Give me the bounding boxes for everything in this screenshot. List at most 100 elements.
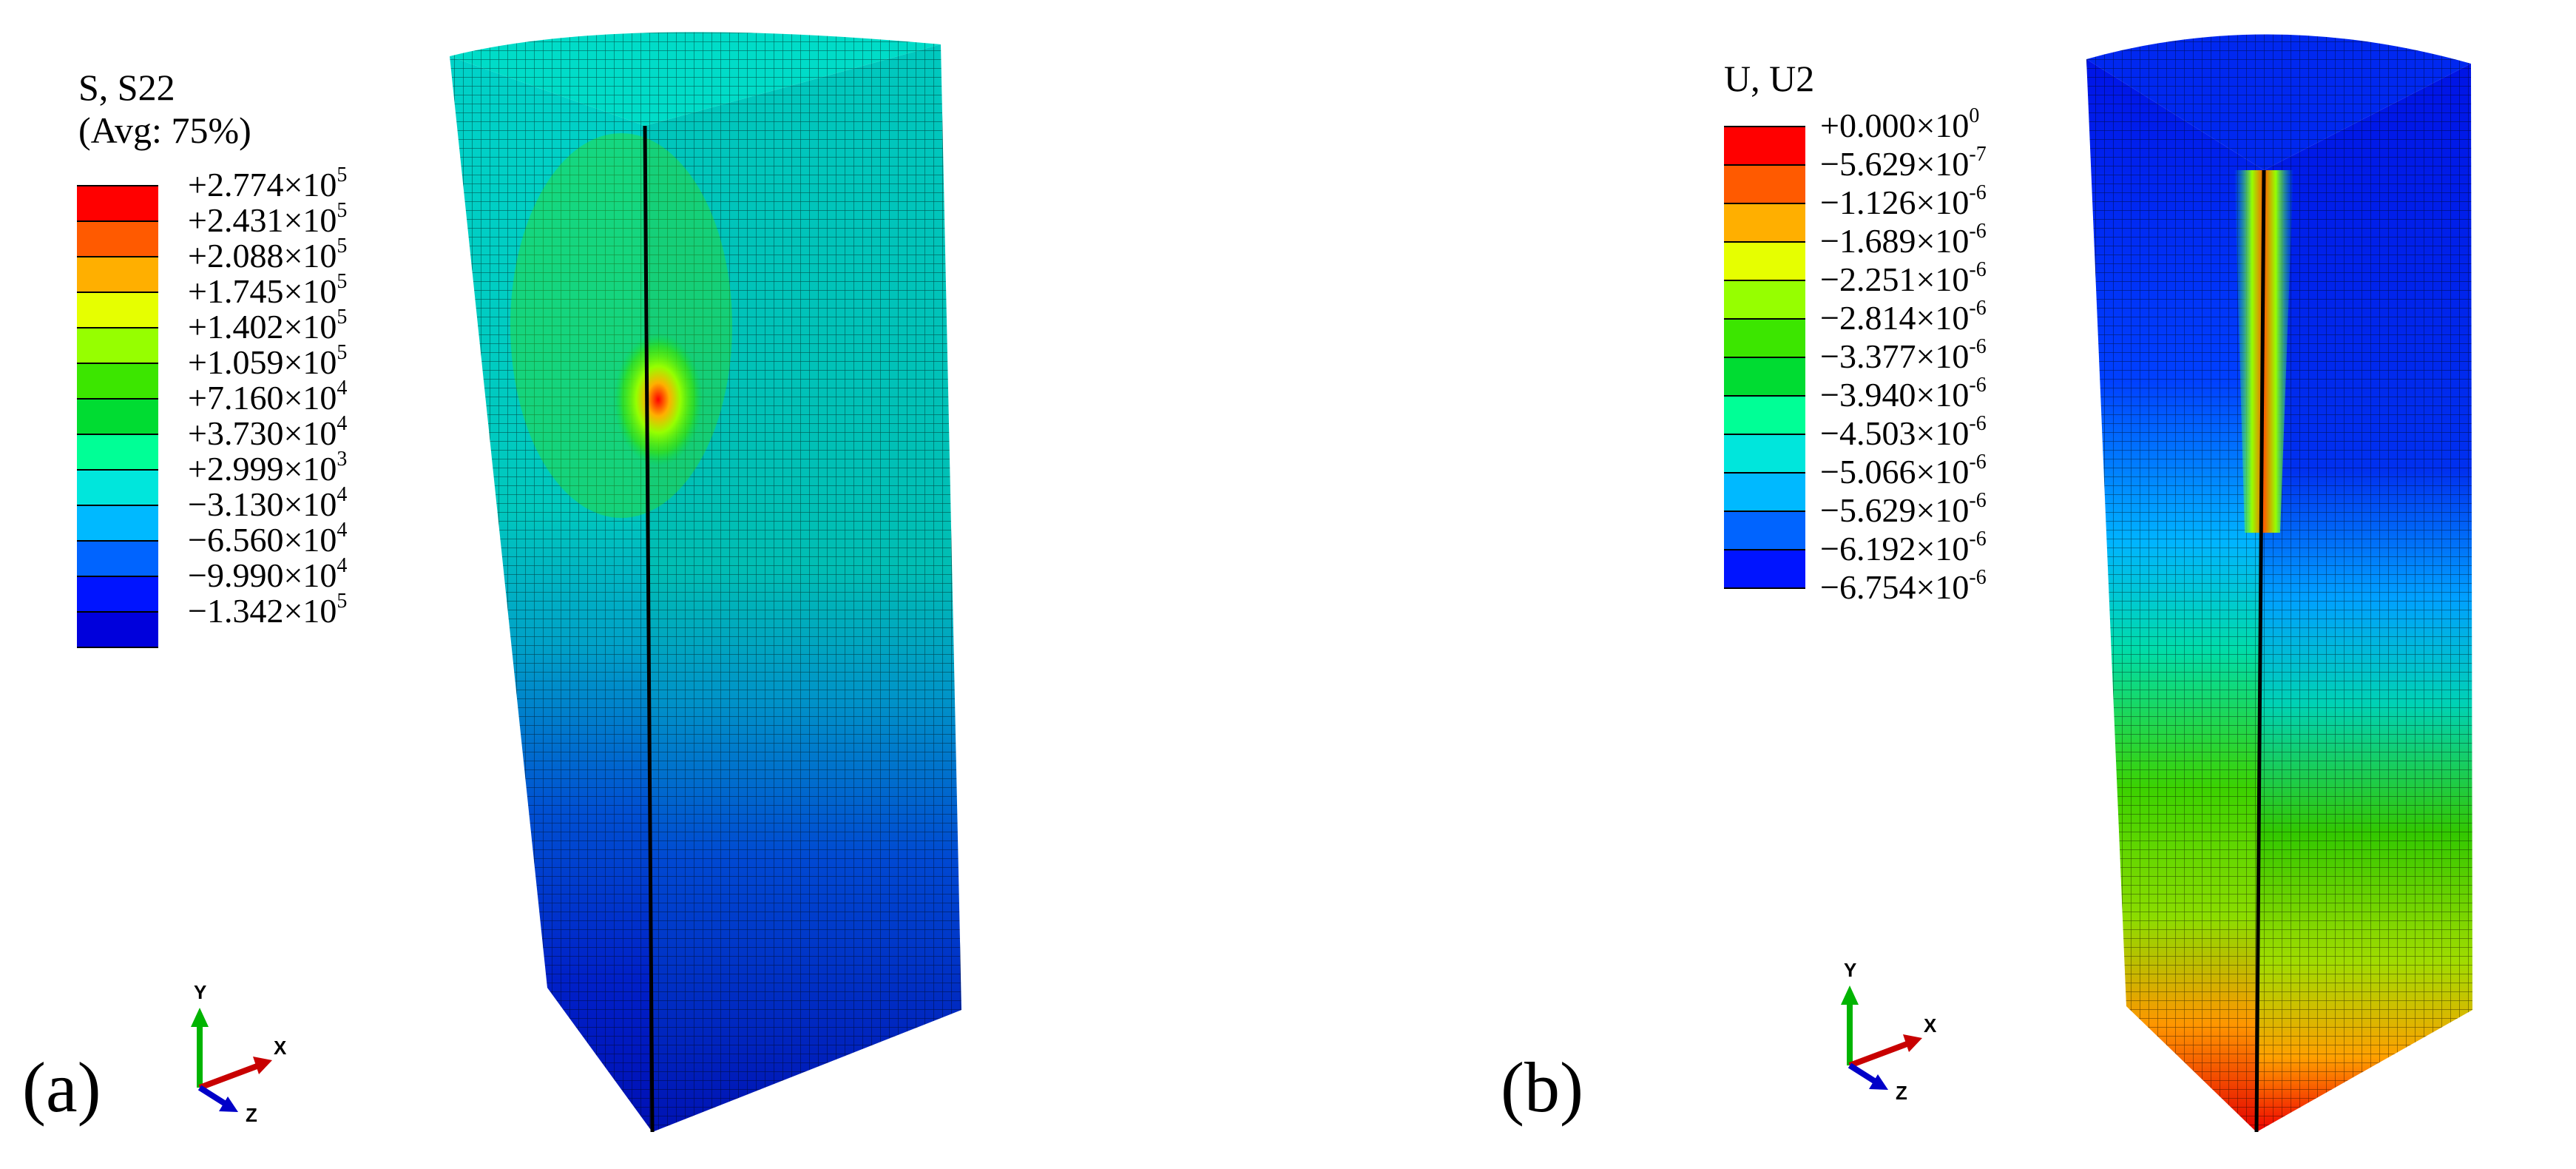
legend-swatch [1724, 357, 1805, 395]
legend-swatch [1724, 395, 1805, 434]
tick-exponent: 5 [337, 590, 348, 613]
legend-swatch [1724, 434, 1805, 472]
legend-tick-label: −2.251×10-6 [1820, 258, 1987, 298]
tick-exponent: 4 [337, 377, 348, 400]
legend-tick-label: −3.377×10-6 [1820, 335, 1987, 375]
legend-tick-label: −4.503×10-6 [1820, 414, 1987, 452]
legend-swatch [77, 611, 158, 647]
legend-tick-label: +2.088×105 [188, 235, 348, 274]
legend-tick-label: −6.192×10-6 [1820, 528, 1987, 567]
model-a-quarter-cylinder-s22 [450, 32, 961, 1133]
tick-exponent: -6 [1969, 220, 1987, 243]
legend-tick-label: −1.126×10-6 [1820, 181, 1987, 221]
tick-mantissa: +3.730×10 [188, 414, 337, 452]
legend-tick-label: +2.999×103 [188, 448, 348, 488]
model-a-stress-hotspot [614, 333, 703, 466]
legend-swatch [1724, 164, 1805, 203]
tick-exponent: 3 [337, 448, 348, 471]
legend-swatch [1724, 203, 1805, 241]
legend-tick-label: +2.774×105 [188, 164, 348, 203]
triad-b-x-axis [1848, 1040, 1910, 1068]
legend-swatch [77, 256, 158, 292]
tick-exponent: -6 [1969, 451, 1987, 474]
triad-b-y-label: Y [1844, 959, 1856, 981]
tick-exponent: 5 [337, 235, 348, 257]
legend-swatch [1724, 126, 1805, 164]
legend-a-title-variable: S, S22 [78, 67, 175, 108]
legend-tick-label: −3.130×104 [188, 483, 348, 523]
tick-exponent: -6 [1969, 258, 1987, 281]
legend-tick-label: −2.814×10-6 [1820, 297, 1987, 337]
legend-swatch [77, 505, 158, 540]
tick-mantissa: −2.814×10 [1820, 299, 1970, 337]
tick-exponent: 5 [337, 306, 348, 329]
tick-mantissa: −2.251×10 [1820, 260, 1970, 298]
panel-a-stress-contour: S, S22 (Avg: 75%) +2.774×105 +2.431×105 +2… [22, 32, 961, 1133]
tick-mantissa: +2.088×10 [188, 237, 337, 274]
triad-a-x-axis [198, 1062, 260, 1091]
tick-exponent: -6 [1969, 528, 1987, 550]
triad-a-x-label: X [274, 1037, 287, 1059]
tick-exponent: 4 [337, 519, 348, 542]
legend-tick-label: +2.431×105 [188, 199, 348, 239]
tick-mantissa: −5.629×10 [1820, 145, 1970, 183]
legend-tick-label: −6.560×104 [188, 519, 348, 559]
legend-tick-label: −5.629×10-7 [1820, 143, 1987, 183]
triad-b-z-axis [1848, 1062, 1880, 1086]
tick-mantissa: +1.745×10 [188, 272, 337, 310]
tick-mantissa: +7.160×10 [188, 379, 337, 417]
legend-tick-label: +3.730×104 [188, 412, 348, 452]
legend-tick-label: −1.342×105 [188, 590, 348, 630]
tick-exponent: 0 [1969, 104, 1980, 127]
tick-exponent: 4 [337, 412, 348, 435]
tick-exponent: -6 [1969, 181, 1987, 204]
legend-swatch [77, 220, 158, 256]
legend-tick-label: −6.754×10-6 [1820, 566, 1987, 606]
tick-exponent: -6 [1969, 335, 1987, 358]
tick-exponent: 5 [337, 341, 348, 364]
legend-b-color-scale: +0.000×100 −5.629×10-7 −1.126×10-6 −1.689×1… [1724, 106, 2079, 614]
tick-mantissa: −1.126×10 [1820, 183, 1970, 221]
tick-exponent: 4 [337, 483, 348, 506]
legend-a-color-scale: +2.774×105 +2.431×105 +2.088×105 +1.745×105… [77, 165, 417, 673]
axis-triad-b: Y X Z [1841, 959, 1937, 1102]
legend-tick-label: −9.990×104 [188, 554, 348, 594]
model-b-quarter-cylinder-u2 [2086, 34, 2472, 1133]
triad-a-y-label: Y [194, 981, 206, 1003]
tick-mantissa: +0.000×10 [1820, 107, 1970, 144]
legend-tick-label: +0.000×100 [1820, 104, 1980, 144]
legend-swatch [77, 469, 158, 505]
tick-exponent: -6 [1969, 489, 1987, 512]
legend-swatch [77, 363, 158, 398]
tick-mantissa: −3.377×10 [1820, 337, 1970, 375]
legend-swatch [77, 398, 158, 434]
legend-swatch [77, 292, 158, 327]
tick-exponent: 5 [337, 199, 348, 222]
tick-exponent: -7 [1969, 143, 1987, 166]
tick-mantissa: −9.990×10 [188, 556, 337, 594]
tick-mantissa: −1.342×10 [188, 592, 337, 630]
legend-swatch [77, 576, 158, 611]
panel-a-label: (a) [22, 1048, 101, 1127]
legend-tick-label: −5.629×10-6 [1820, 489, 1987, 529]
tick-exponent: -6 [1969, 297, 1987, 320]
tick-mantissa: −4.503×10 [1820, 414, 1970, 452]
legend-tick-label: +1.059×105 [188, 341, 348, 381]
legend-tick-label: −1.689×10-6 [1820, 220, 1987, 260]
legend-tick-label: +7.160×104 [188, 377, 348, 417]
tick-exponent: 5 [337, 164, 348, 186]
legend-b-title-variable: U, U2 [1724, 58, 1815, 99]
legend-a-title-averaging: (Avg: 75%) [78, 110, 251, 151]
legend-tick-label: +1.745×105 [188, 272, 347, 310]
legend-swatch [77, 434, 158, 469]
legend-swatch [1724, 241, 1805, 280]
legend-swatch [1724, 472, 1805, 511]
legend-tick-label: +1.402×105 [188, 306, 348, 346]
triad-a-z-label: Z [246, 1104, 257, 1125]
axis-triad-a: Y X Z [191, 981, 287, 1125]
legend-swatch [77, 540, 158, 576]
tick-mantissa: +2.431×10 [188, 201, 337, 239]
tick-exponent: -6 [1969, 566, 1987, 589]
tick-exponent: 4 [337, 554, 348, 577]
panel-b-displacement-contour: U, U2 +0.000×100 −5.629×10-7 −1.126×10-6 −1… [1288, 0, 2576, 1169]
